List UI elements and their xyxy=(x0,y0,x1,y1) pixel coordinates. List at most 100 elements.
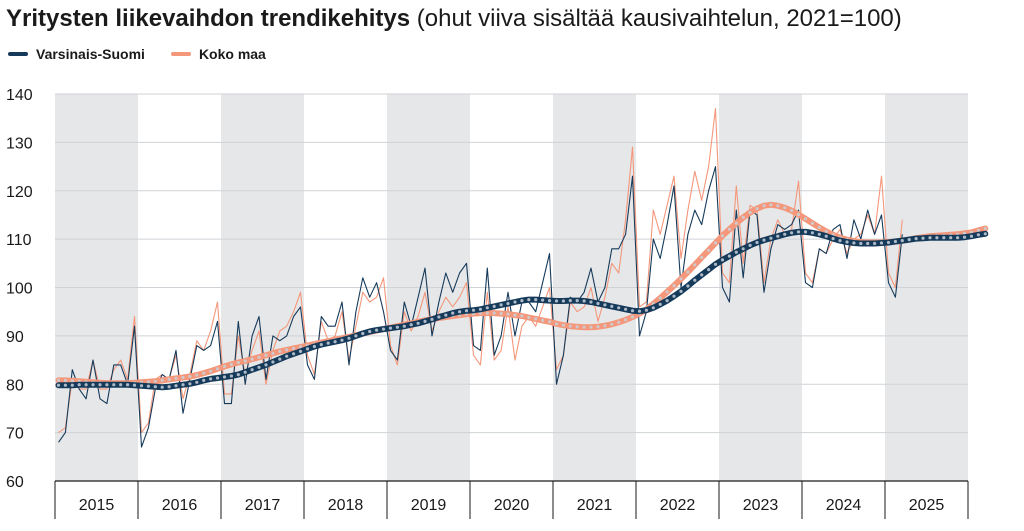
trend-point-koko-maa xyxy=(624,318,628,322)
trend-point-koko-maa xyxy=(630,315,635,319)
trend-point-koko-maa xyxy=(672,284,676,288)
trend-point-varsinais-suomi xyxy=(153,385,157,389)
trend-point-varsinais-suomi xyxy=(215,376,220,380)
trend-point-varsinais-suomi xyxy=(817,232,821,236)
trend-point-varsinais-suomi xyxy=(893,239,898,244)
trend-point-koko-maa xyxy=(748,210,752,215)
trend-point-koko-maa xyxy=(63,378,67,382)
trend-point-varsinais-suomi xyxy=(271,360,275,364)
trend-point-varsinais-suomi xyxy=(561,299,566,303)
trend-point-koko-maa xyxy=(803,217,808,221)
trend-point-varsinais-suomi xyxy=(354,334,358,338)
x-tick-label: 2020 xyxy=(494,497,530,514)
trend-point-varsinais-suomi xyxy=(845,240,849,244)
trend-point-varsinais-suomi xyxy=(624,307,628,311)
series-line-varsinais-suomi-original xyxy=(58,166,903,448)
trend-point-koko-maa xyxy=(534,317,538,321)
trend-point-varsinais-suomi xyxy=(499,303,503,307)
trend-point-koko-maa xyxy=(243,359,247,363)
trend-point-varsinais-suomi xyxy=(444,313,448,317)
x-tick-label: 2015 xyxy=(79,497,115,514)
trend-point-koko-maa xyxy=(817,225,821,230)
trend-point-varsinais-suomi xyxy=(202,378,206,382)
trend-point-varsinais-suomi xyxy=(250,368,254,372)
trend-point-varsinais-suomi xyxy=(520,299,524,303)
trend-point-koko-maa xyxy=(824,229,828,233)
trend-point-varsinais-suomi xyxy=(506,301,510,306)
trend-point-koko-maa xyxy=(195,373,199,377)
trend-point-varsinais-suomi xyxy=(333,340,337,344)
trend-point-koko-maa xyxy=(790,209,794,213)
trend-point-koko-maa xyxy=(783,206,787,210)
legend-swatch-varsinais-suomi xyxy=(8,52,28,56)
y-tick-label: 110 xyxy=(6,232,32,249)
trend-point-koko-maa xyxy=(174,376,178,380)
trend-point-varsinais-suomi xyxy=(831,237,835,241)
legend-item-varsinais-suomi: Varsinais-Suomi xyxy=(8,46,145,62)
trend-point-varsinais-suomi xyxy=(437,315,441,319)
trend-point-varsinais-suomi xyxy=(686,284,690,288)
trend-point-varsinais-suomi xyxy=(803,230,808,234)
trend-point-varsinais-suomi xyxy=(644,308,649,312)
trend-point-varsinais-suomi xyxy=(56,383,61,387)
x-tick-label: 2016 xyxy=(162,497,198,514)
trend-point-varsinais-suomi xyxy=(139,384,144,388)
y-tick-label: 60 xyxy=(6,474,24,491)
trend-point-varsinais-suomi xyxy=(873,241,877,246)
trend-point-varsinais-suomi xyxy=(596,301,600,306)
trend-point-varsinais-suomi xyxy=(112,383,116,387)
trend-point-varsinais-suomi xyxy=(983,232,987,236)
trend-point-varsinais-suomi xyxy=(949,236,953,240)
trend-point-varsinais-suomi xyxy=(209,377,213,381)
trend-point-koko-maa xyxy=(520,314,524,318)
trend-point-koko-maa xyxy=(70,379,74,383)
trend-point-koko-maa xyxy=(236,360,240,365)
trend-point-varsinais-suomi xyxy=(319,343,323,347)
y-tick-label: 80 xyxy=(6,377,24,394)
y-tick-label: 130 xyxy=(6,135,33,152)
trend-point-varsinais-suomi xyxy=(278,357,282,361)
trend-point-varsinais-suomi xyxy=(541,298,545,302)
trend-point-koko-maa xyxy=(976,228,981,232)
trend-point-varsinais-suomi xyxy=(928,236,932,240)
trend-point-varsinais-suomi xyxy=(776,234,780,238)
trend-point-varsinais-suomi xyxy=(942,236,946,240)
trend-point-varsinais-suomi xyxy=(969,234,974,238)
trend-point-varsinais-suomi xyxy=(852,241,856,245)
trend-point-varsinais-suomi xyxy=(707,268,711,272)
trend-point-koko-maa xyxy=(610,322,614,326)
x-tick-label: 2017 xyxy=(245,497,281,514)
trend-point-koko-maa xyxy=(271,351,275,355)
trend-point-varsinais-suomi xyxy=(388,326,393,330)
trend-point-koko-maa xyxy=(56,378,61,382)
trend-point-varsinais-suomi xyxy=(762,238,766,242)
trend-point-koko-maa xyxy=(209,369,213,373)
trend-point-varsinais-suomi xyxy=(879,241,884,245)
trend-point-varsinais-suomi xyxy=(838,239,842,243)
trend-point-koko-maa xyxy=(499,312,503,316)
trend-point-varsinais-suomi xyxy=(790,231,794,235)
trend-point-varsinais-suomi xyxy=(98,383,102,387)
trend-point-koko-maa xyxy=(983,226,987,231)
trend-point-varsinais-suomi xyxy=(492,304,496,308)
trend-point-varsinais-suomi xyxy=(458,310,462,314)
trend-point-koko-maa xyxy=(720,234,725,238)
trend-point-koko-maa xyxy=(755,207,759,211)
trend-point-varsinais-suomi xyxy=(575,299,579,303)
trend-point-varsinais-suomi xyxy=(796,230,801,234)
trend-point-varsinais-suomi xyxy=(921,236,925,240)
trend-point-varsinais-suomi xyxy=(222,375,227,379)
trend-point-varsinais-suomi xyxy=(160,385,164,389)
y-tick-label: 120 xyxy=(6,184,33,201)
x-tick-label: 2018 xyxy=(328,497,364,514)
trend-point-varsinais-suomi xyxy=(637,309,642,313)
trend-point-varsinais-suomi xyxy=(679,289,683,293)
trend-point-koko-maa xyxy=(707,248,711,252)
trend-point-koko-maa xyxy=(229,362,233,366)
trend-point-varsinais-suomi xyxy=(824,234,828,238)
trend-point-koko-maa xyxy=(527,315,531,320)
trend-point-varsinais-suomi xyxy=(243,370,247,374)
trend-point-koko-maa xyxy=(278,349,282,353)
x-tick-label: 2021 xyxy=(577,497,613,514)
